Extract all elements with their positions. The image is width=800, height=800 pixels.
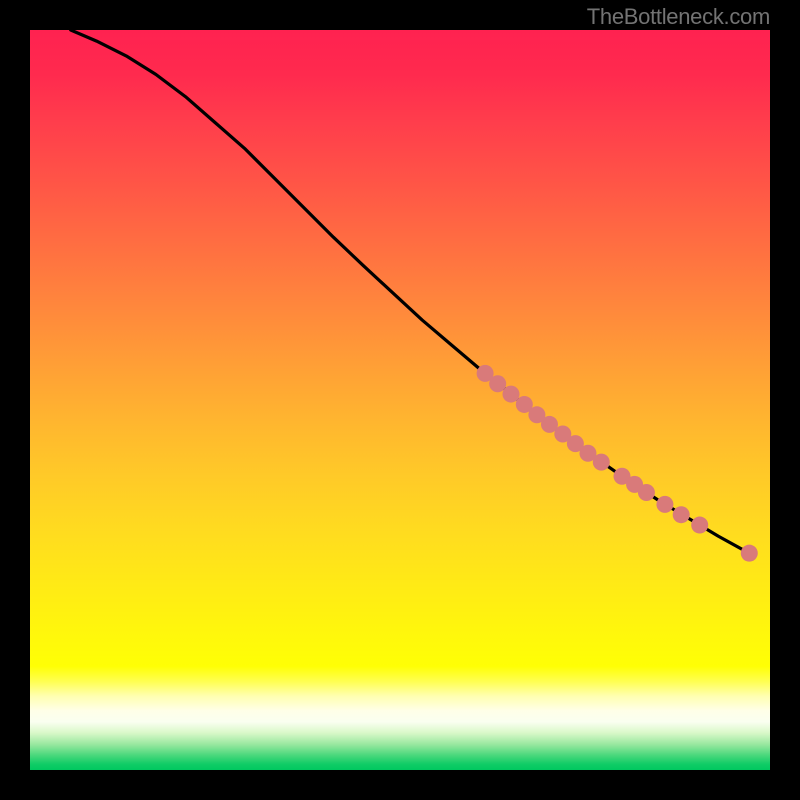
data-marker xyxy=(638,484,655,501)
chart-svg xyxy=(30,30,770,770)
data-marker xyxy=(656,496,673,513)
data-marker xyxy=(503,386,520,403)
data-marker xyxy=(489,375,506,392)
watermark-text: TheBottleneck.com xyxy=(587,4,770,30)
data-marker xyxy=(673,506,690,523)
chart-background xyxy=(30,30,770,770)
chart-area xyxy=(30,30,770,770)
data-marker xyxy=(691,517,708,534)
data-marker xyxy=(741,545,758,562)
data-marker xyxy=(593,454,610,471)
